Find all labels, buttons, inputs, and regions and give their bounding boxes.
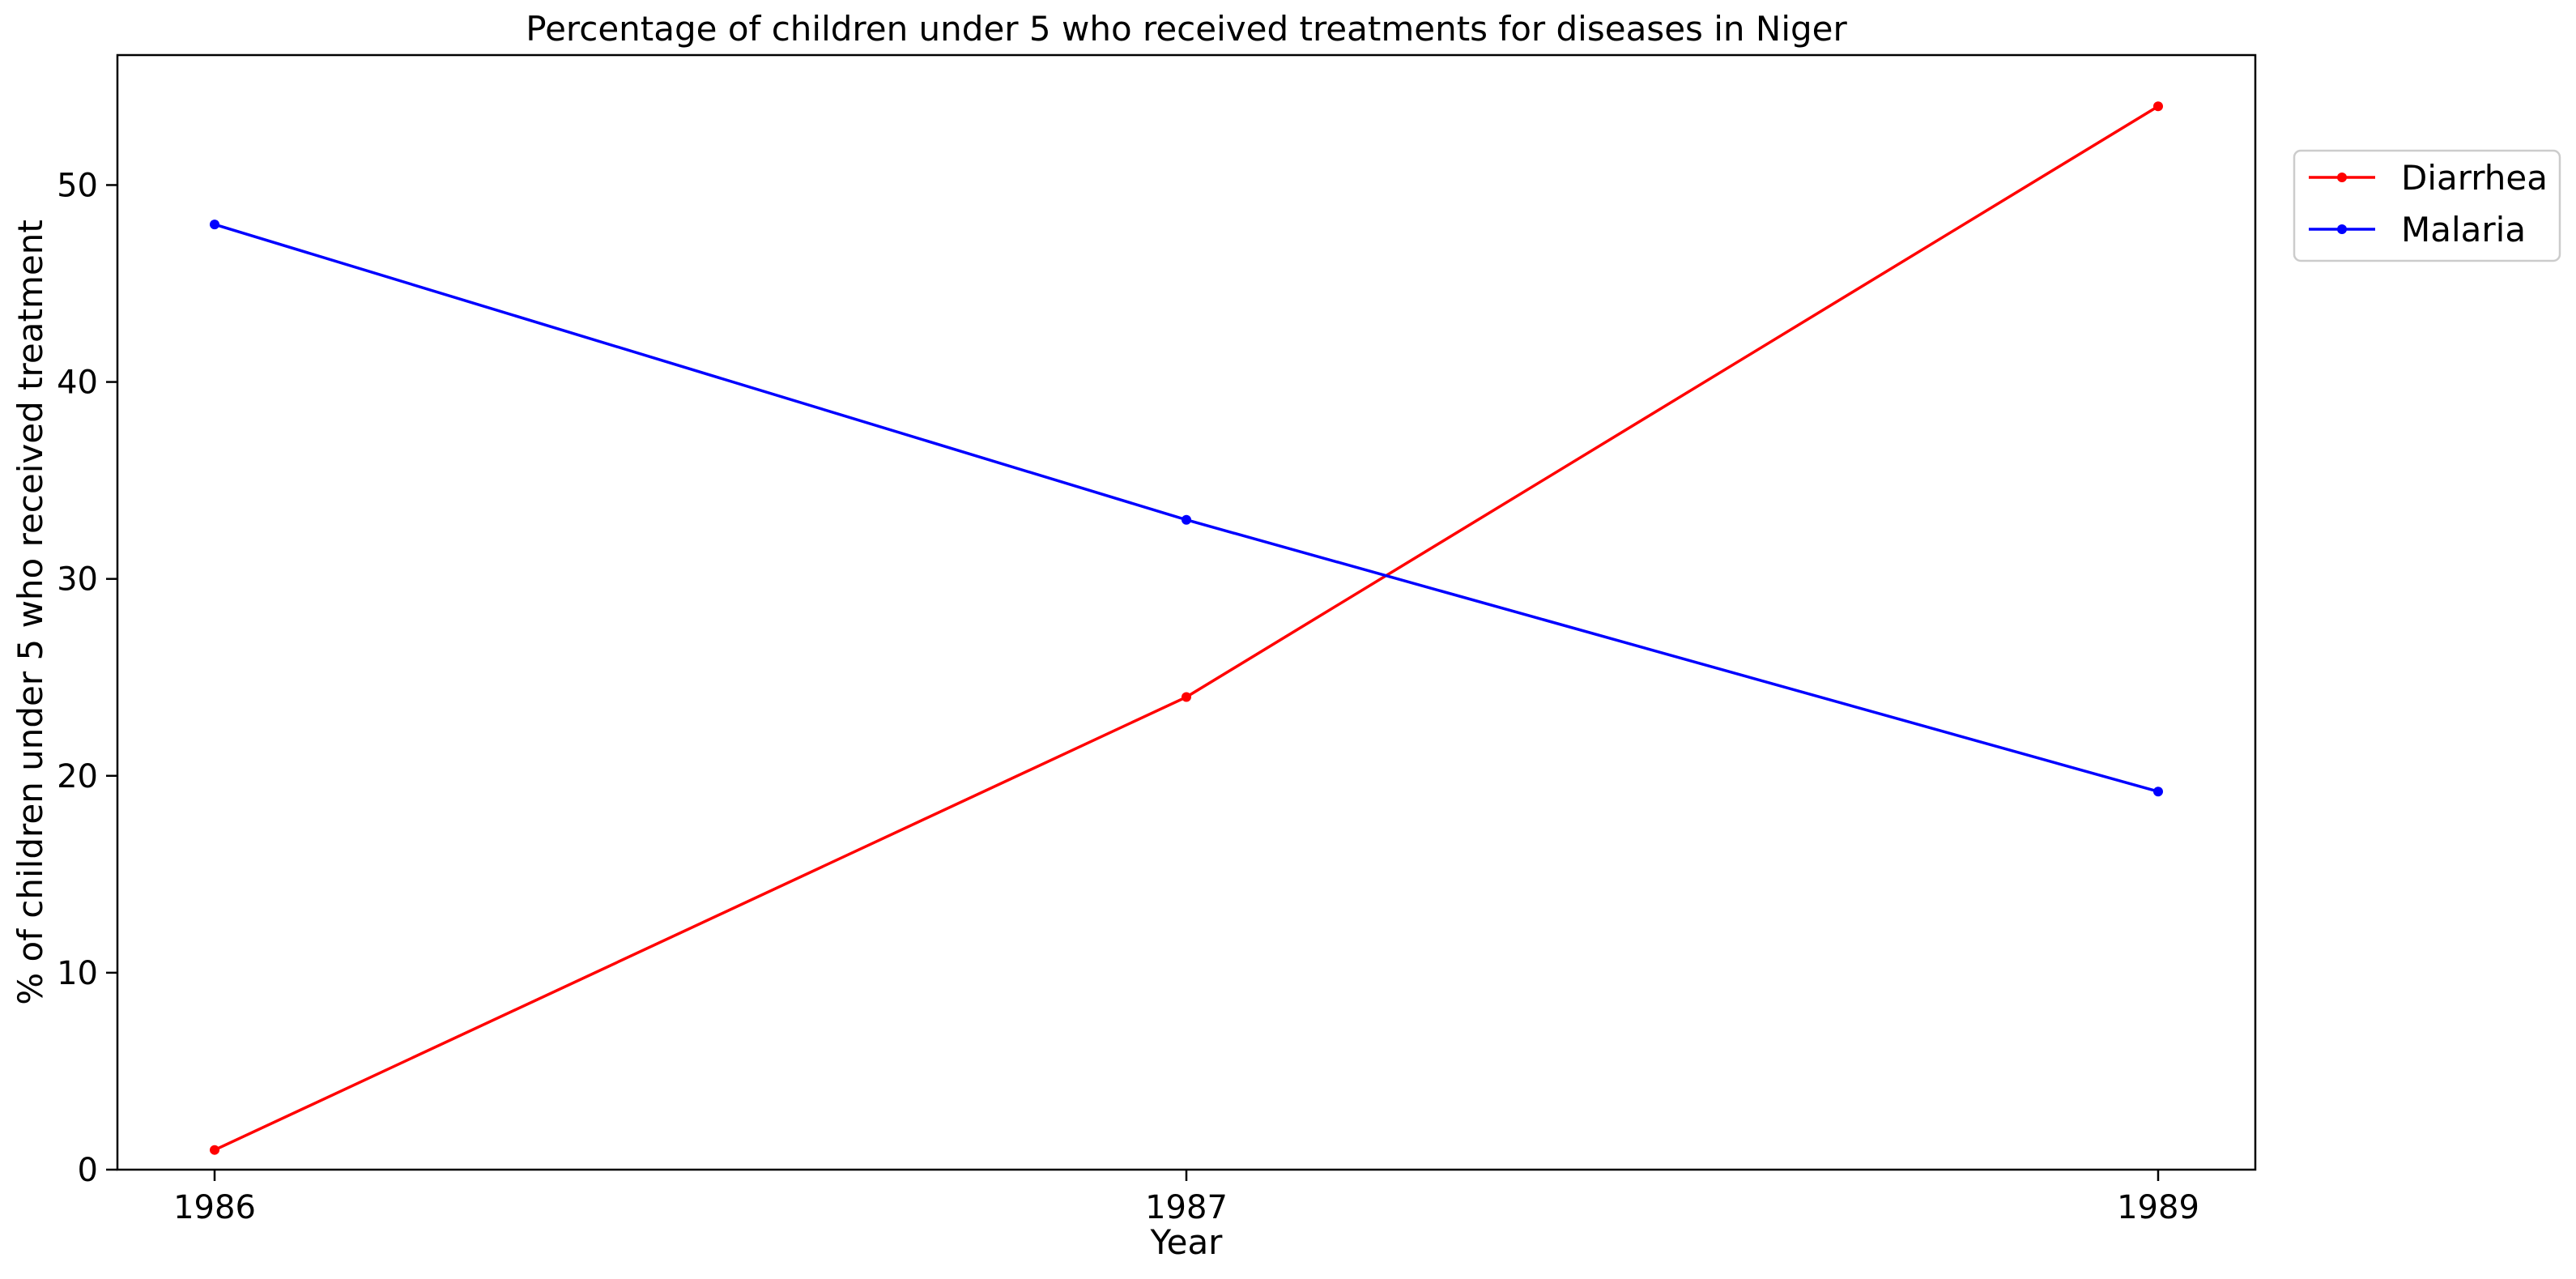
data-point-malaria: [210, 220, 219, 230]
legend-marker-malaria: [2337, 224, 2347, 234]
y-tick-label: 50: [57, 167, 98, 204]
legend-marker-diarrhea: [2337, 173, 2347, 182]
y-tick-label: 40: [57, 365, 98, 402]
plot-area: [210, 101, 2163, 1155]
y-axis-label: % of children under 5 who received treat…: [11, 220, 50, 1005]
x-tick-label: 1989: [2117, 1189, 2199, 1226]
x-tick-label: 1987: [1145, 1189, 1228, 1226]
y-tick-label: 0: [78, 1152, 98, 1189]
x-tick-label: 1986: [173, 1189, 256, 1226]
data-point-diarrhea: [2153, 101, 2163, 112]
data-point-diarrhea: [1182, 692, 1191, 702]
data-point-malaria: [2153, 787, 2163, 797]
y-axis: 0 10 20 30 40 50: [57, 167, 117, 1189]
legend-label-diarrhea: Diarrhea: [2401, 158, 2548, 198]
y-tick-label: 20: [57, 758, 98, 795]
y-tick-label: 10: [57, 955, 98, 992]
x-axis: 1986 1987 1989: [173, 1170, 2199, 1226]
series-line-diarrhea: [214, 104, 2159, 1152]
x-axis-label: Year: [1150, 1222, 1224, 1262]
y-tick-label: 30: [57, 561, 98, 599]
data-point-malaria: [1182, 514, 1191, 525]
data-point-diarrhea: [210, 1145, 219, 1155]
legend: Diarrhea Malaria: [2293, 149, 2561, 262]
chart-title: Percentage of children under 5 who recei…: [526, 9, 1847, 49]
plot-frame: [116, 53, 2257, 1171]
series-line-malaria: [214, 223, 2159, 793]
legend-label-malaria: Malaria: [2401, 210, 2526, 249]
